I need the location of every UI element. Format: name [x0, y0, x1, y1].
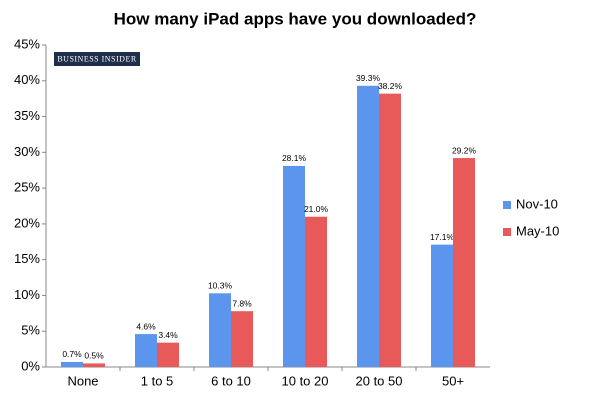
legend-label: May-10 — [516, 223, 559, 238]
legend-swatch — [503, 201, 511, 209]
x-tick-label: 50+ — [442, 373, 464, 388]
y-tick-label: 5% — [21, 323, 40, 338]
bar — [209, 293, 231, 367]
y-tick-label: 40% — [14, 72, 40, 87]
y-tick-label: 15% — [14, 251, 40, 266]
bar — [431, 244, 453, 367]
y-tick-label: 45% — [14, 36, 40, 51]
y-tick-label: 0% — [21, 358, 40, 373]
x-tick-label: 6 to 10 — [211, 373, 251, 388]
bar — [231, 311, 253, 367]
bar — [61, 361, 83, 367]
x-tick-label: 1 to 5 — [141, 373, 174, 388]
x-tick-label: None — [67, 373, 98, 388]
y-tick-label: 25% — [14, 180, 40, 195]
y-tick-label: 30% — [14, 144, 40, 159]
value-label: 10.3% — [208, 281, 233, 291]
legend-swatch — [503, 228, 511, 236]
value-label: 3.4% — [158, 330, 178, 340]
bar — [453, 158, 475, 367]
value-label: 39.3% — [356, 73, 381, 83]
legend-label: Nov-10 — [516, 196, 558, 211]
bar — [283, 165, 305, 367]
value-label: 21.0% — [304, 204, 329, 214]
value-label: 0.7% — [62, 349, 82, 359]
value-label: 29.2% — [452, 145, 477, 155]
watermark: BUSINESS INSIDER — [57, 54, 137, 63]
value-label: 4.6% — [136, 321, 156, 331]
watermark-box — [54, 52, 140, 66]
value-label: 28.1% — [282, 153, 307, 163]
x-tick-label: 10 to 20 — [282, 373, 329, 388]
bar — [83, 363, 105, 367]
value-label: 17.1% — [430, 232, 455, 242]
bar — [157, 342, 179, 367]
value-label: 7.8% — [232, 298, 252, 308]
bar — [357, 85, 379, 367]
bar — [305, 216, 327, 367]
y-tick-label: 35% — [14, 108, 40, 123]
value-label: 0.5% — [84, 351, 104, 361]
bar — [135, 334, 157, 367]
bar — [379, 93, 401, 367]
y-tick-label: 10% — [14, 287, 40, 302]
value-label: 38.2% — [378, 81, 403, 91]
x-tick-label: 20 to 50 — [356, 373, 403, 388]
y-tick-label: 20% — [14, 215, 40, 230]
chart-title: How many iPad apps have you downloaded? — [114, 9, 477, 28]
